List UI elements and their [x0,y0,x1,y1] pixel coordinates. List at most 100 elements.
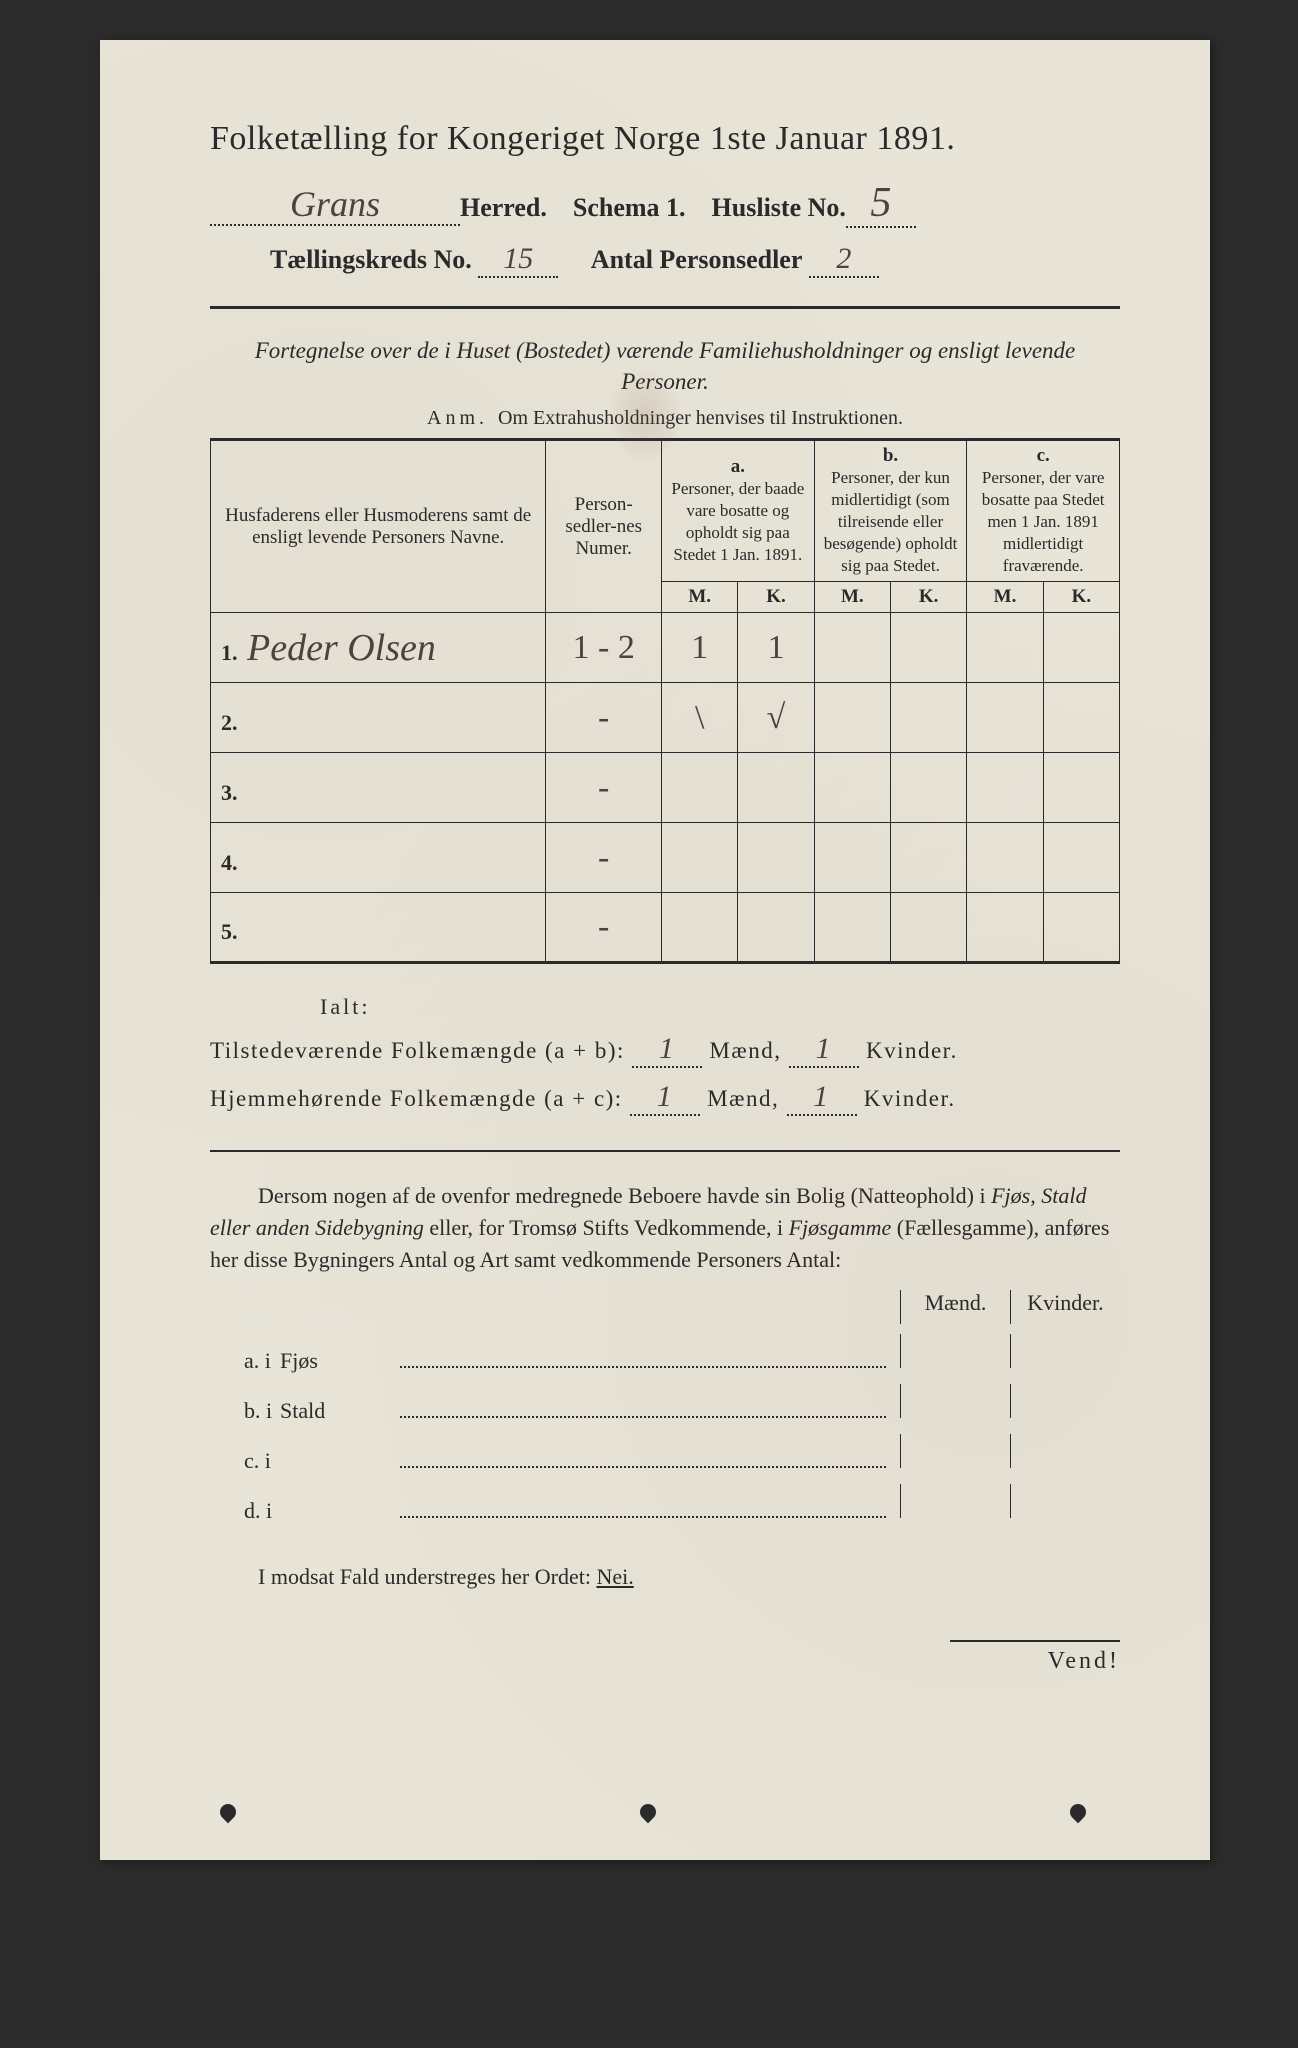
bldg-dots [400,1454,886,1468]
pin-icon [217,1801,240,1824]
scan-background: Folketælling for Kongeriget Norge 1ste J… [0,0,1298,2048]
bldg-kvinder-cell [1010,1484,1120,1518]
pin-icon [1067,1801,1090,1824]
bldg-kvinder-cell [1010,1384,1120,1418]
row-c-k [1043,753,1119,823]
row-c-m [967,683,1043,753]
row-a-m: \ [662,683,738,753]
herred-name-handwritten: Grans [290,184,380,224]
nei-line: I modsat Fald understreges her Ordet: Ne… [210,1564,1120,1590]
bldg-lead: c. i [210,1448,280,1474]
bldg-lead: b. i [210,1398,280,1424]
row-c-m [967,893,1043,963]
row-a-k [738,753,814,823]
col-a-k: K. [738,582,814,613]
present-k-hw: 1 [815,1032,832,1065]
row-b-k [891,613,967,683]
col-b: b. Personer, der kun midlertidigt (som t… [814,440,967,582]
present-line: Tilstedeværende Folkemængde (a + b): 1 M… [210,1034,1120,1068]
row-c-k [1043,823,1119,893]
col-c-k: K. [1043,582,1119,613]
col-b-k: K. [891,582,967,613]
row-b-k [891,893,967,963]
households-table: Husfaderens eller Husmoderens samt de en… [210,438,1120,964]
building-row: b. iStald [210,1384,1120,1424]
row-numer: - [546,753,662,823]
row-name-cell: 4. [211,823,546,893]
husliste-label: Husliste No. [712,193,846,222]
totals-block: Ialt: Tilstedeværende Folkemængde (a + b… [210,994,1120,1116]
bldg-maend-cell [900,1484,1010,1518]
bldg-maend-cell [900,1434,1010,1468]
antal-handwritten: 2 [836,242,851,275]
row-b-m [814,683,890,753]
building-row: d. i [210,1484,1120,1524]
bldg-head-kvinder: Kvinder. [1010,1290,1120,1324]
row-c-k [1043,613,1119,683]
row-c-k [1043,893,1119,963]
col-numer: Person-sedler-nes Numer. [546,440,662,613]
row-name-cell: 1.Peder Olsen [211,613,546,683]
buildings-block: Mænd. Kvinder. a. iFjøs b. iStald c. i d. i [210,1290,1120,1524]
kreds-label: Tællingskreds No. [270,245,472,274]
row-a-m [662,753,738,823]
col-a: a. Personer, der baade vare bosatte og o… [662,440,815,582]
row-a-m: 1 [662,613,738,683]
bldg-lead: d. i [210,1498,280,1524]
row-c-m [967,823,1043,893]
resident-m-hw: 1 [657,1080,674,1113]
row-a-k: 1 [738,613,814,683]
bldg-maend-cell [900,1334,1010,1368]
kreds-no-handwritten: 15 [503,242,533,275]
col-names: Husfaderens eller Husmoderens samt de en… [211,440,546,613]
row-a-m [662,893,738,963]
row-name-cell: 3. [211,753,546,823]
table-row: 2.-\√ [211,683,1120,753]
row-numer: - [546,683,662,753]
anm-prefix: Anm. [427,407,488,429]
schema-label: Schema 1. [573,193,686,222]
row-b-k [891,823,967,893]
form-title: Folketælling for Kongeriget Norge 1ste J… [210,120,1120,158]
row-a-k: √ [738,683,814,753]
header-line-3: Tællingskreds No. 15 Antal Personsedler … [210,244,1120,278]
present-m-hw: 1 [659,1032,676,1065]
row-b-k [891,683,967,753]
row-a-k [738,893,814,963]
col-b-m: M. [814,582,890,613]
bldg-dots [400,1404,886,1418]
col-c: c. Personer, der vare bosatte paa Stedet… [967,440,1120,582]
row-a-m [662,823,738,893]
row-b-k [891,753,967,823]
row-c-m [967,753,1043,823]
row-b-m [814,753,890,823]
bldg-dots [400,1504,886,1518]
row-b-m [814,893,890,963]
building-row: a. iFjøs [210,1334,1120,1374]
row-b-m [814,823,890,893]
table-row: 4.- [211,823,1120,893]
row-a-k [738,823,814,893]
bldg-name: Fjøs [280,1348,400,1374]
resident-line: Hjemmehørende Folkemængde (a + c): 1 Mæn… [210,1082,1120,1116]
bldg-head-maend: Mænd. [900,1290,1010,1324]
header-line-2: Grans Herred. Schema 1. Husliste No. 5 [210,182,1120,228]
antal-label: Antal Personsedler [591,245,803,274]
bldg-kvinder-cell [1010,1434,1120,1468]
buildings-paragraph: Dersom nogen af de ovenfor medregnede Be… [210,1180,1120,1276]
pin-icon [637,1801,660,1824]
row-c-m [967,613,1043,683]
intro-text: Fortegnelse over de i Huset (Bostedet) v… [210,335,1120,397]
vend-label: Vend! [950,1640,1120,1675]
bldg-kvinder-cell [1010,1334,1120,1368]
bldg-lead: a. i [210,1348,280,1374]
resident-k-hw: 1 [813,1080,830,1113]
row-name-cell: 2. [211,683,546,753]
census-form-paper: Folketælling for Kongeriget Norge 1ste J… [100,40,1210,1860]
nei-word: Nei. [596,1564,633,1589]
separator-2 [210,1150,1120,1152]
ialt-label: Ialt: [210,994,1120,1020]
bldg-maend-cell [900,1384,1010,1418]
col-c-m: M. [967,582,1043,613]
row-numer: - [546,823,662,893]
